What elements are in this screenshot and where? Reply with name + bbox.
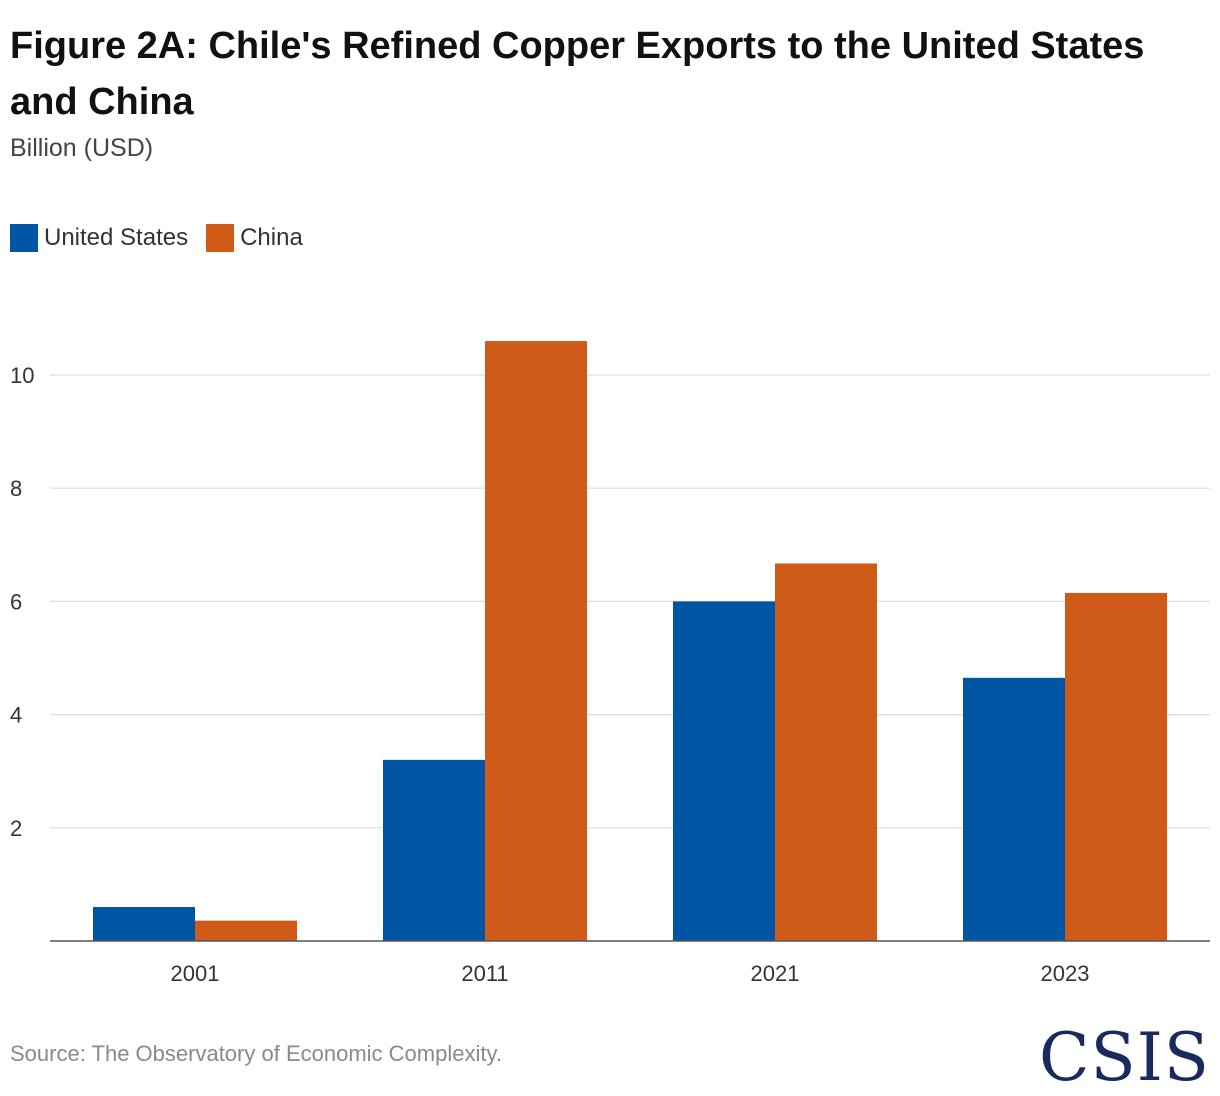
y-tick-label-4: 4 [10, 703, 22, 728]
legend-item-united-states: United States [10, 224, 188, 252]
source-note: Source: The Observatory of Economic Comp… [10, 1041, 502, 1066]
x-tick-label-2001: 2001 [171, 961, 220, 986]
x-tick-label-2011: 2011 [461, 961, 508, 986]
legend-swatch-china [206, 224, 235, 252]
bar-united-states-2001 [93, 907, 195, 941]
bar-china-2023 [1065, 592, 1167, 941]
bar-chart: 2 4 6 8 10 2001 2011 2021 2023 [10, 341, 1210, 986]
y-tick-label-2: 2 [10, 816, 22, 841]
legend-label-china: China [240, 224, 303, 251]
legend: United States China [10, 224, 321, 252]
chart-title: Figure 2A: Chile's Refined Copper Export… [10, 25, 1145, 123]
bar-united-states-2011 [383, 759, 485, 941]
x-tick-label-2021: 2021 [751, 961, 800, 986]
legend-item-china: China [206, 224, 303, 252]
csis-logo: CSIS [1039, 1019, 1210, 1096]
bar-china-2011 [485, 341, 587, 941]
bar-china-2021 [775, 563, 877, 941]
bar-united-states-2023 [963, 677, 1065, 941]
y-tick-label-8: 8 [10, 476, 22, 501]
chart-subtitle: Billion (USD) [10, 134, 154, 162]
legend-swatch-united-states [10, 224, 38, 252]
legend-label-united-states: United States [44, 224, 189, 251]
bar-united-states-2021 [673, 601, 775, 941]
y-tick-label-6: 6 [10, 589, 22, 614]
x-tick-label-2023: 2023 [1041, 961, 1090, 986]
y-tick-label-10: 10 [10, 363, 34, 388]
bar-china-2001 [195, 920, 297, 941]
